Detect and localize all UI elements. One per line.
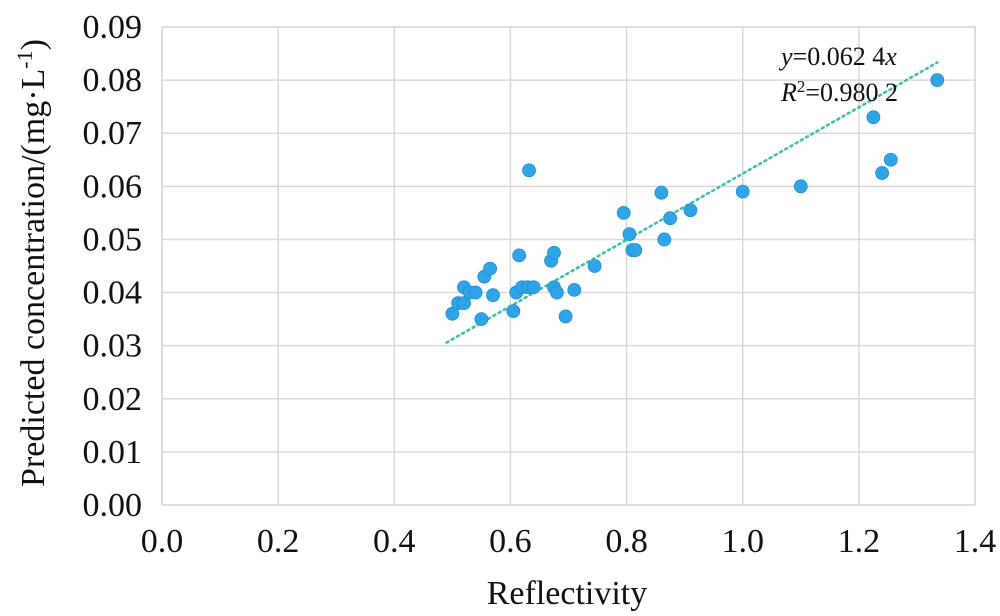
trend-r-squared: R2=0.980 2: [780, 77, 898, 108]
y-tick-label: 0.04: [83, 275, 143, 312]
data-point: [474, 312, 489, 327]
y-tick-label: 0.07: [83, 115, 143, 152]
x-tick-label: 1.4: [954, 523, 997, 560]
data-point: [522, 163, 536, 178]
x-tick-label: 1.2: [838, 523, 881, 560]
data-point: [683, 203, 698, 218]
data-point: [506, 304, 521, 319]
y-tick-labels: 0.00 0.01 0.02 0.03 0.04 0.05 0.06 0.07 0.08 0.09: [83, 9, 143, 524]
data-point: [512, 248, 527, 263]
y-tick-label: 0.03: [83, 328, 143, 365]
y-tick-label: 0.01: [83, 434, 143, 471]
data-point: [875, 166, 889, 180]
y-tick-label: 0.08: [83, 62, 143, 99]
y-axis-title: Predicted concentration/(mg·L-1): [12, 39, 53, 487]
data-point: [526, 280, 541, 295]
y-tick-label: 0.06: [83, 168, 143, 205]
x-axis-title: Reflectivity: [487, 575, 648, 612]
data-point: [567, 282, 582, 297]
data-point: [883, 152, 898, 167]
data-point: [616, 205, 631, 220]
data-point: [654, 185, 669, 200]
x-tick-labels: 0.0 0.2 0.4 0.6 0.8 1.0 1.2 1.4: [141, 523, 997, 560]
trendline: [445, 61, 939, 344]
data-point: [547, 245, 561, 260]
data-points: [445, 73, 945, 327]
trend-equation: y=0.062 4x: [778, 42, 897, 71]
y-tick-label: 0.00: [83, 487, 143, 524]
data-point: [549, 285, 564, 300]
data-point: [628, 243, 643, 257]
y-tick-label: 0.02: [83, 381, 143, 418]
data-point: [735, 184, 750, 199]
data-point: [657, 232, 672, 247]
y-tick-label: 0.09: [83, 9, 143, 46]
data-point: [486, 288, 500, 303]
x-tick-label: 0.6: [489, 523, 532, 560]
data-point: [445, 306, 460, 321]
x-tick-label: 0.4: [373, 523, 416, 560]
data-point: [457, 296, 471, 311]
data-point: [468, 285, 483, 300]
y-tick-label: 0.05: [83, 221, 143, 258]
data-point: [930, 73, 945, 88]
data-point: [483, 261, 498, 276]
data-point: [866, 110, 881, 125]
data-point: [587, 259, 602, 273]
data-point: [793, 179, 808, 194]
data-point: [558, 309, 573, 324]
x-tick-label: 1.0: [721, 523, 764, 560]
x-tick-label: 0.2: [257, 523, 300, 560]
data-point: [622, 227, 637, 242]
x-tick-label: 0.0: [141, 523, 184, 560]
x-tick-label: 0.8: [605, 523, 648, 560]
data-point: [663, 211, 678, 226]
plot-frame: [161, 26, 976, 506]
